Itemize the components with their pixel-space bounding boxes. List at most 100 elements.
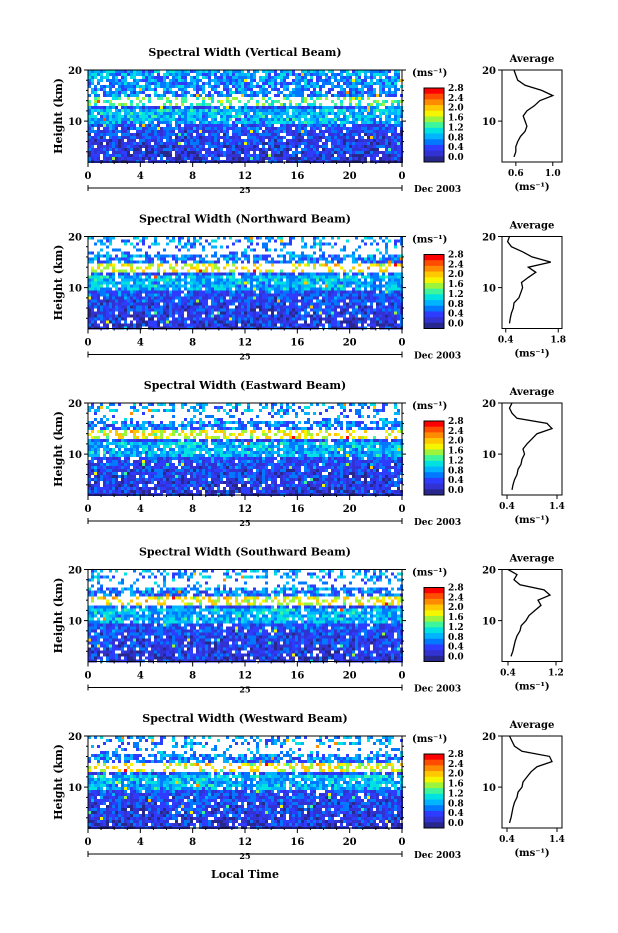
colorbar-segment (424, 605, 444, 611)
average-unit: (ms⁻¹) (514, 848, 549, 859)
average-unit: (ms⁻¹) (514, 682, 549, 693)
avg-y-tick-label: 10 (482, 117, 496, 128)
colorbar-segment (424, 139, 444, 145)
x-tick-label: 8 (189, 837, 196, 848)
colorbar-segment (424, 593, 444, 599)
colorbar (424, 421, 444, 496)
colorbar-segment (424, 467, 444, 473)
colorbar-segment (424, 622, 444, 628)
avg-x-tick-label: 1.2 (548, 669, 564, 679)
date-label: Dec 2003 (414, 518, 461, 528)
colorbar-segment (424, 99, 444, 105)
colorbar-tick-label: 0.0 (448, 153, 464, 163)
colorbar-segment (424, 811, 444, 817)
colorbar (424, 255, 444, 330)
avg-y-tick-label: 10 (482, 450, 496, 461)
colorbar-tick-label: 2.4 (448, 427, 464, 437)
colorbar-segment (424, 272, 444, 278)
colorbar-tick-label: 1.2 (448, 456, 464, 466)
avg-x-tick-label: 0.4 (499, 502, 515, 512)
avg-y-tick-label: 20 (482, 233, 496, 244)
avg-y-tick-label: 10 (482, 617, 496, 628)
colorbar-segment (424, 817, 444, 823)
y-axis-label: Height (km) (52, 245, 65, 321)
y-tick-label: 10 (68, 284, 82, 295)
colorbar-tick-label: 1.6 (448, 780, 464, 790)
x-tick-label: 12 (238, 671, 252, 682)
x-tick-label: 0 (399, 671, 406, 682)
avg-x-tick-label: 0.4 (498, 336, 514, 346)
y-tick-label: 10 (68, 783, 82, 794)
colorbar-segment (424, 421, 444, 427)
y-axis-label: Height (km) (52, 78, 65, 154)
x-tick-label: 20 (343, 504, 357, 515)
average-unit: (ms⁻¹) (514, 349, 549, 360)
colorbar-segment (424, 134, 444, 140)
panel-title: Spectral Width (Southward Beam) (139, 546, 351, 559)
x-tick-label: 20 (343, 837, 357, 848)
colorbar-segment (424, 294, 444, 300)
colorbar-tick-label: 1.6 (448, 280, 464, 290)
day-label: 25 (239, 185, 250, 195)
panel-title: Spectral Width (Vertical Beam) (148, 46, 341, 59)
average-title: Average (509, 54, 555, 65)
colorbar-tick-label: 1.6 (448, 447, 464, 457)
colorbar-segment (424, 633, 444, 639)
colorbar-segment (424, 255, 444, 261)
date-label: Dec 2003 (414, 685, 461, 695)
colorbar-segment (424, 782, 444, 788)
colorbar (424, 88, 444, 163)
x-tick-label: 12 (238, 171, 252, 182)
colorbar-segment (424, 616, 444, 622)
colorbar-tick-label: 2.8 (448, 584, 464, 594)
x-tick-label: 8 (189, 171, 196, 182)
colorbar-tick-label: 2.0 (448, 437, 464, 447)
colorbar-unit: (ms⁻¹) (412, 401, 447, 412)
colorbar-tick-label: 0.0 (448, 486, 464, 496)
colorbar-segment (424, 277, 444, 283)
x-tick-label: 4 (137, 837, 144, 848)
colorbar-tick-label: 0.0 (448, 320, 464, 330)
colorbar-segment (424, 599, 444, 605)
colorbar-segment (424, 794, 444, 800)
x-tick-label: 0 (399, 504, 406, 515)
colorbar (424, 754, 444, 829)
x-tick-label: 0 (85, 837, 92, 848)
colorbar-segment (424, 754, 444, 760)
x-tick-label: 16 (290, 171, 304, 182)
colorbar-segment (424, 639, 444, 645)
colorbar-segment (424, 289, 444, 295)
panel-0: Spectral Width (Vertical Beam)2010Height… (52, 46, 562, 195)
x-tick-label: 0 (399, 837, 406, 848)
panel-1: Spectral Width (Northward Beam)2010Heigh… (52, 213, 566, 362)
day-label: 25 (239, 685, 250, 695)
x-tick-label: 16 (290, 671, 304, 682)
x-tick-label: 0 (399, 338, 406, 349)
colorbar-segment (424, 444, 444, 450)
average-profile-line (510, 403, 553, 490)
colorbar-segment (424, 145, 444, 151)
average-title: Average (509, 387, 555, 398)
avg-y-tick-label: 20 (482, 732, 496, 743)
x-tick-label: 12 (238, 837, 252, 848)
colorbar-segment (424, 116, 444, 122)
heatmap-cells (88, 403, 403, 496)
colorbar-tick-label: 0.0 (448, 819, 464, 829)
y-tick-label: 10 (68, 617, 82, 628)
average-title: Average (509, 720, 555, 731)
colorbar-segment (424, 438, 444, 444)
x-tick-label: 8 (189, 504, 196, 515)
colorbar-segment (424, 317, 444, 323)
panel-title: Spectral Width (Westward Beam) (142, 712, 347, 725)
avg-x-tick-label: 1.4 (549, 835, 565, 845)
panel-4: Spectral Width (Westward Beam)2010Height… (52, 712, 565, 861)
colorbar-unit: (ms⁻¹) (412, 568, 447, 579)
heatmap-cells (88, 237, 403, 330)
x-tick-label: 4 (137, 171, 144, 182)
colorbar-tick-label: 0.4 (448, 310, 464, 320)
day-label: 25 (239, 352, 250, 362)
colorbar-tick-label: 2.4 (448, 760, 464, 770)
colorbar-segment (424, 306, 444, 312)
colorbar-tick-label: 2.8 (448, 750, 464, 760)
